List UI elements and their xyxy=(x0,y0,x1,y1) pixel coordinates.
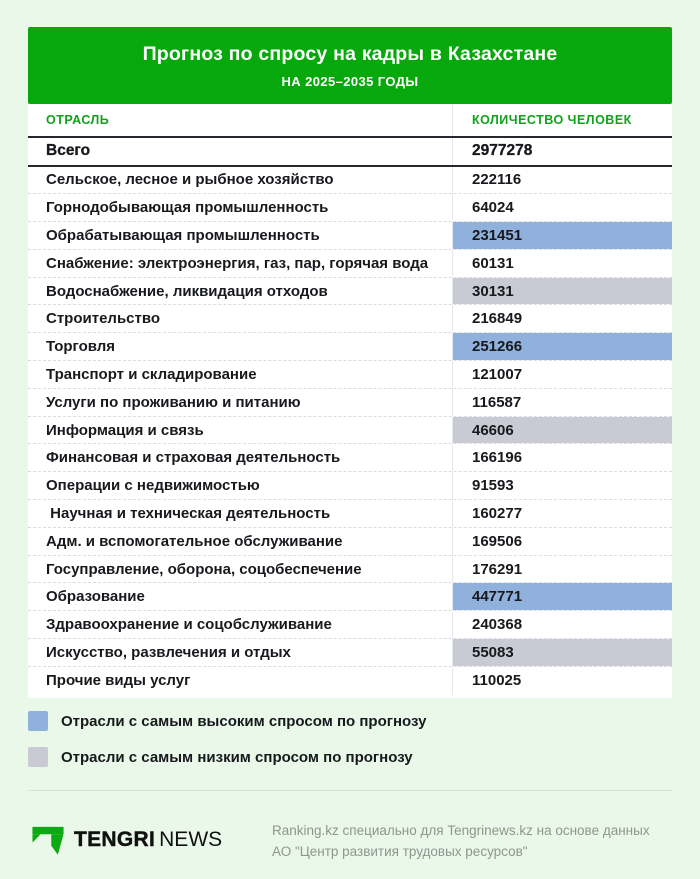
count-cell: 447771 xyxy=(453,583,672,611)
industry-cell: Услуги по проживанию и питанию xyxy=(28,388,453,416)
count-cell: 30131 xyxy=(453,277,672,305)
industry-cell: Госуправление, оборона, соцобеспечение xyxy=(28,555,453,583)
table-total-row: Всего 2977278 xyxy=(28,138,672,167)
industry-cell: Водоснабжение, ликвидация отходов xyxy=(28,277,453,305)
page-title: Прогноз по спросу на кадры в Казахстане xyxy=(142,42,558,65)
table-row: Адм. и вспомогательное обслуживание 16950… xyxy=(28,527,672,556)
tengrinews-logo: TENGRI NEWS xyxy=(30,822,222,858)
table-row: Образование 447771 xyxy=(28,583,672,612)
table-row: Здравоохранение и соцобслуживание 240368 xyxy=(28,611,672,640)
industry-cell: Горнодобывающая промышленность xyxy=(28,194,453,222)
count-cell: 251266 xyxy=(453,333,672,361)
table-row: Операции с недвижимостью 91593 xyxy=(28,472,672,501)
legend-label-low: Отрасли с самым низким спросом по прогно… xyxy=(61,748,413,766)
table-row: Прочие виды услуг 110025 xyxy=(28,666,672,695)
count-cell: 176291 xyxy=(472,560,523,578)
footer: TENGRI NEWS Ranking.kz специально для Te… xyxy=(30,820,672,862)
count-cell: 91593 xyxy=(472,477,514,495)
industry-cell: Информация и связь xyxy=(28,416,453,444)
legend-item-low: Отрасли с самым низким спросом по прогно… xyxy=(28,747,426,767)
count-cell: 55083 xyxy=(453,639,672,666)
industry-cell: Научная и техническая деятельность xyxy=(28,500,453,527)
industry-cell: Торговля xyxy=(28,333,453,361)
table-card: ОТРАСЛЬ КОЛИЧЕСТВО ЧЕЛОВЕК Всего 2977278… xyxy=(28,104,672,698)
count-cell: 169506 xyxy=(472,532,523,550)
column-header-count: КОЛИЧЕСТВО ЧЕЛОВЕК xyxy=(472,113,632,127)
credit-line-1: Ranking.kz специально для Tengrinews.kz … xyxy=(272,823,650,838)
industry-cell: Сельское, лесное и рыбное хозяйство xyxy=(28,166,453,194)
legend-item-high: Отрасли с самым высоким спросом по прогн… xyxy=(28,711,426,731)
industry-cell: Снабжение: электроэнергия, газ, пар, гор… xyxy=(28,249,453,277)
count-cell: 116587 xyxy=(472,393,522,411)
table-header-row: ОТРАСЛЬ КОЛИЧЕСТВО ЧЕЛОВЕК xyxy=(28,104,672,138)
table-row: Горнодобывающая промышленность 64024 xyxy=(28,194,672,223)
table-body: Сельское, лесное и рыбное хозяйство 22211… xyxy=(28,166,672,695)
count-cell: 121007 xyxy=(472,365,523,383)
legend-swatch-low-icon xyxy=(28,747,48,767)
industry-cell: Здравоохранение и соцобслуживание xyxy=(28,611,453,639)
table-row: Информация и связь 46606 xyxy=(28,416,672,445)
count-cell: 64024 xyxy=(472,199,514,217)
count-cell: 46606 xyxy=(453,416,672,444)
page-subtitle: НА 2025–2035 ГОДЫ xyxy=(281,73,419,89)
table-row: Водоснабжение, ликвидация отходов 30131 xyxy=(28,277,672,306)
total-value-cell: 2977278 xyxy=(472,142,533,160)
count-cell: 231451 xyxy=(453,222,672,249)
industry-cell: Финансовая и страховая деятельность xyxy=(28,444,453,472)
industry-cell: Строительство xyxy=(28,305,453,333)
credit-line-2: АО "Центр развития трудовых ресурсов" xyxy=(272,844,528,859)
count-cell: 60131 xyxy=(472,254,514,272)
industry-cell: Прочие виды услуг xyxy=(28,666,453,695)
table-row: Искусство, развлечения и отдых 55083 xyxy=(28,639,672,667)
tengrinews-logo-icon xyxy=(32,826,64,855)
legend: Отрасли с самым высоким спросом по прогн… xyxy=(28,711,426,767)
industry-cell: Операции с недвижимостью xyxy=(28,472,453,500)
industry-cell: Транспорт и складирование xyxy=(28,361,453,388)
count-cell: 240368 xyxy=(472,616,523,634)
legend-label-high: Отрасли с самым высоким спросом по прогн… xyxy=(61,712,427,730)
brand-name-bold: TENGRI xyxy=(74,828,156,851)
count-cell: 222116 xyxy=(472,171,522,189)
table-row: Услуги по проживанию и питанию 116587 xyxy=(28,388,672,417)
table-row: Строительство 216849 xyxy=(28,305,672,334)
legend-swatch-high-icon xyxy=(28,711,48,731)
table-row: Сельское, лесное и рыбное хозяйство 22211… xyxy=(28,166,672,195)
credit-text: Ranking.kz специально для Tengrinews.kz … xyxy=(272,820,650,862)
industry-cell: Образование xyxy=(28,583,453,611)
count-cell: 110025 xyxy=(472,672,522,690)
table-row: Научная и техническая деятельность 160277 xyxy=(28,500,672,528)
count-cell: 160277 xyxy=(472,504,523,522)
count-cell: 216849 xyxy=(472,310,523,328)
industry-cell: Обрабатывающая промышленность xyxy=(28,222,453,249)
table-row: Торговля 251266 xyxy=(28,333,672,362)
table-row: Транспорт и складирование 121007 xyxy=(28,361,672,389)
count-cell: 166196 xyxy=(472,449,523,467)
table-row: Снабжение: электроэнергия, газ, пар, гор… xyxy=(28,249,672,278)
brand-name: TENGRI NEWS xyxy=(74,828,222,852)
column-header-industry: ОТРАСЛЬ xyxy=(28,104,453,136)
industry-cell: Адм. и вспомогательное обслуживание xyxy=(28,527,453,555)
table-row: Финансовая и страховая деятельность 16619… xyxy=(28,444,672,473)
table-row: Госуправление, оборона, соцобеспечение 17… xyxy=(28,555,672,584)
table-row: Обрабатывающая промышленность 231451 xyxy=(28,222,672,250)
industry-cell: Искусство, развлечения и отдых xyxy=(28,639,453,666)
footer-divider xyxy=(28,790,672,791)
brand-name-regular: NEWS xyxy=(159,828,223,851)
total-label-cell: Всего xyxy=(28,138,453,165)
banner: Прогноз по спросу на кадры в Казахстане … xyxy=(28,27,672,104)
